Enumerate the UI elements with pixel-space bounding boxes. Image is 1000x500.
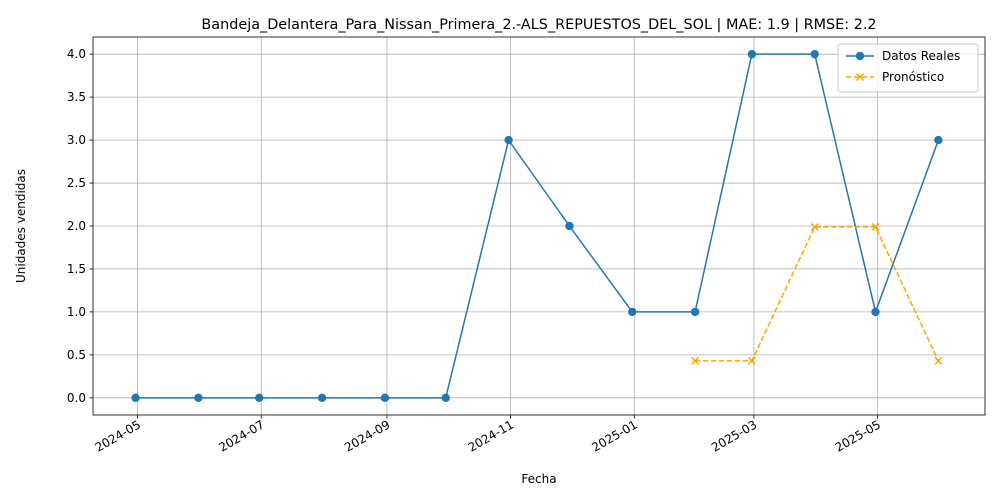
data-point: [131, 393, 140, 403]
data-point: [690, 307, 700, 317]
data-point: [628, 307, 637, 317]
y-tick-label: 1.0: [67, 305, 86, 319]
chart-title: Bandeja_Delantera_Para_Nissan_Primera_2.…: [201, 17, 876, 33]
y-tick-label: 3.5: [67, 90, 86, 104]
legend-label: Pronóstico: [882, 70, 944, 84]
x-marker-stroke: [747, 356, 756, 365]
y-tick-label: 3.0: [67, 133, 86, 147]
legend-item: Pronóstico: [846, 70, 944, 84]
y-tick-label: 0.5: [67, 348, 86, 362]
grid: [93, 37, 985, 415]
data-point: [504, 135, 513, 145]
series-actual: [131, 49, 943, 403]
data-point: [934, 356, 943, 365]
legend-label: Datos Reales: [882, 49, 960, 63]
data-point: [317, 393, 327, 403]
y-tick-label: 1.5: [67, 262, 86, 276]
data-point: [810, 49, 819, 59]
x-axis-label: Fecha: [521, 472, 556, 486]
series-forecast: [691, 222, 943, 365]
data-point: [441, 393, 450, 403]
series-line: [135, 53, 940, 399]
data-point: [747, 49, 757, 59]
data-point: [871, 307, 880, 317]
y-tick-label: 4.0: [67, 47, 86, 61]
y-tick-label: 2.5: [67, 176, 86, 190]
legend-marker: [855, 51, 865, 61]
x-marker-stroke: [691, 356, 700, 365]
data-point: [747, 356, 756, 365]
legend-item: Datos Reales: [846, 49, 960, 63]
series-layer: [131, 49, 943, 403]
legend-marker: [855, 72, 865, 82]
y-axis-label: Unidades vendidas: [14, 169, 28, 283]
data-point: [691, 356, 700, 365]
legend: Datos Reales Pronóstico: [837, 43, 979, 93]
data-point: [565, 221, 574, 231]
data-point: [255, 393, 264, 403]
data-point: [380, 393, 390, 403]
y-tick-label: 2.0: [67, 219, 86, 233]
data-point: [194, 393, 203, 403]
data-point: [810, 222, 819, 231]
data-point: [934, 135, 943, 145]
x-marker-stroke: [810, 222, 819, 231]
data-point: [871, 222, 880, 231]
x-marker-stroke: [855, 72, 865, 82]
y-tick-label: 0.0: [67, 391, 86, 405]
x-marker-stroke: [934, 356, 943, 365]
x-marker-stroke: [871, 222, 880, 231]
